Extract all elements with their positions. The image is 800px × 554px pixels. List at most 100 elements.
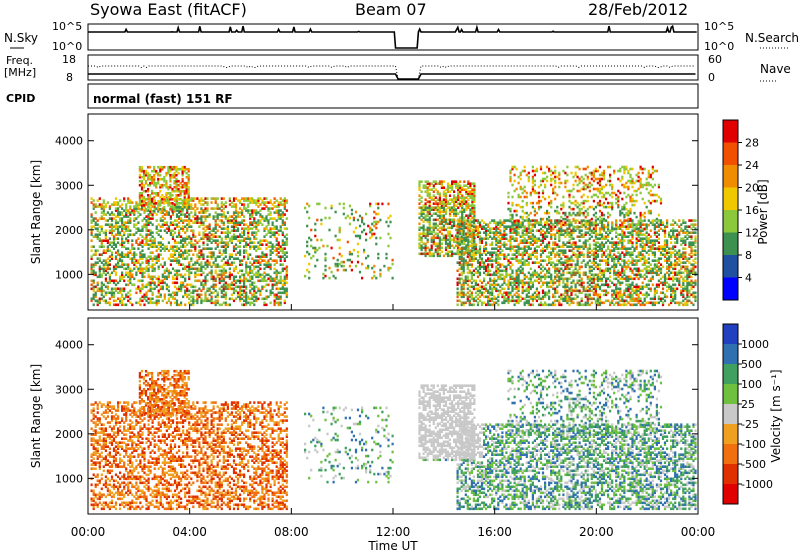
heatmap-cell [544,277,547,281]
heatmap-cell [106,267,109,271]
heatmap-cell [562,297,565,301]
heatmap-cell [446,230,450,234]
heatmap-cell [208,227,211,230]
heatmap-cell [324,252,327,256]
heatmap-cell [312,254,315,258]
heatmap-cell [537,297,541,301]
heatmap-cell [521,283,524,287]
heatmap-cell [285,281,288,285]
heatmap-cell [491,241,494,244]
heatmap-cell [552,293,555,297]
heatmap-cell [507,239,510,242]
heatmap-cell [139,255,142,258]
heatmap-cell [175,198,178,201]
heatmap-cell [157,171,160,175]
heatmap-cell [188,217,191,220]
heatmap-cell [529,243,532,246]
heatmap-cell [141,257,144,260]
heatmap-cell [198,279,201,283]
heatmap-cell [210,271,213,275]
heatmap-cell [558,237,561,240]
heatmap-cell [194,263,197,266]
heatmap-cell [119,259,122,262]
heatmap-cell [455,236,458,240]
heatmap-cell [281,239,284,242]
heatmap-cell [218,279,221,283]
heatmap-cell [387,244,390,248]
heatmap-cell [428,248,431,252]
heatmap-cell [440,210,443,213]
heatmap-cell [554,253,557,256]
heatmap-cell [204,267,207,271]
heatmap-cell [489,293,492,297]
heatmap-cell [418,222,421,226]
heatmap-cell [192,253,195,256]
heatmap-cell [165,179,168,183]
heatmap-cell [96,227,99,230]
heatmap-cell [554,221,557,224]
heatmap-cell [140,192,144,195]
heatmap-cell [491,255,494,258]
heatmap-cell [489,299,492,303]
heatmap-cell [259,273,262,277]
heatmap-cell [499,251,502,254]
heatmap-cell [157,179,160,183]
heatmap-cell [236,285,240,289]
heatmap-cell [521,229,524,232]
heatmap-cell [279,213,282,216]
heatmap-cell [420,190,423,193]
heatmap-cell [185,185,188,189]
heatmap-cell [271,231,274,234]
heatmap-cell [157,299,160,303]
heatmap-cell [513,283,516,287]
heatmap-cell [186,215,189,218]
heatmap-cell [167,211,170,214]
heatmap-cell [255,271,258,275]
heatmap-cell [586,261,589,264]
heatmap-cell [171,247,175,250]
heatmap-cell [178,289,181,293]
heatmap-cell [273,231,276,234]
heatmap-cell [169,173,172,177]
heatmap-cell [171,255,175,258]
heatmap-cell [471,200,474,203]
heatmap-cell [155,181,158,185]
heatmap-cell [188,253,191,256]
heatmap-cell [466,243,469,246]
heatmap-cell [206,233,209,236]
heatmap-cell [533,249,536,252]
heatmap-cell [428,194,431,197]
heatmap-cell [458,253,461,256]
heatmap-cell [112,295,116,299]
heatmap-cell [470,257,473,260]
heatmap-cell [210,285,213,289]
heatmap-cell [147,247,150,250]
heatmap-cell [426,186,429,189]
heatmap-cell [478,241,482,244]
nsky-panel-frame [87,23,699,51]
heatmap-cell [140,187,144,191]
heatmap-cell [114,207,118,210]
heatmap-cell [584,293,587,297]
heatmap-cell [178,261,181,264]
heatmap-cell [428,254,431,258]
heatmap-cell [470,277,473,281]
heatmap-cell [442,180,445,183]
heatmap-cell [558,281,561,285]
heatmap-cell [420,180,423,183]
heatmap-cell [513,281,516,285]
heatmap-cell [342,212,345,216]
heatmap-cell [265,279,268,283]
heatmap-cell [208,293,211,297]
heatmap-cell [537,261,541,264]
heatmap-cell [183,165,186,169]
heatmap-cell [200,299,203,303]
heatmap-cell [279,281,282,285]
heatmap-cell [178,285,181,289]
heatmap-cell [224,247,227,250]
heatmap-cell [204,207,207,210]
heatmap-cell [265,255,268,258]
heatmap-cell [192,235,195,238]
heatmap-cell [338,262,341,266]
heatmap-cell [428,208,431,211]
